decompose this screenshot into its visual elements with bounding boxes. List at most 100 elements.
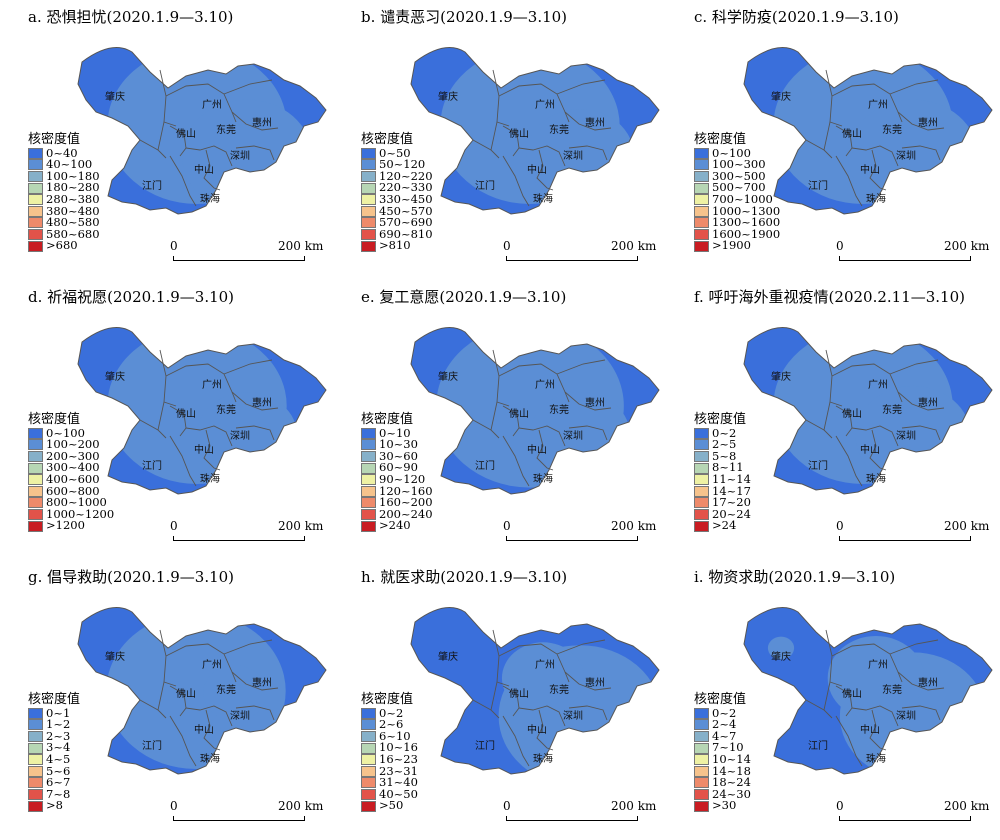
district-border	[169, 155, 197, 207]
district-border	[165, 363, 237, 403]
legend-label: 480~580	[46, 215, 100, 230]
legend-swatch	[28, 731, 43, 743]
legend-label: 6~7	[46, 775, 71, 790]
city-label-jiangmen: 江门	[808, 739, 828, 752]
scale-zero-label: 0	[170, 519, 178, 533]
legend-item: 23~31	[361, 763, 418, 778]
city-label-zhongshan: 中山	[860, 443, 880, 456]
legend-swatch	[361, 229, 376, 241]
legend-item: 0~100	[694, 147, 780, 160]
city-label-foshan: 佛山	[509, 127, 529, 140]
city-label-huizhou: 惠州	[585, 116, 605, 129]
legend-swatch	[694, 520, 709, 532]
legend-label: 0~2	[379, 705, 404, 720]
legend-label: 0~40	[46, 145, 78, 160]
district-border	[831, 643, 903, 683]
legend-label: 4~5	[46, 751, 71, 766]
panel-title: a. 恐惧担忧(2020.1.9—3.10)	[28, 8, 234, 26]
legend-title: 核密度值	[361, 412, 414, 427]
legend-swatch	[361, 497, 376, 509]
city-label-guangzhou: 广州	[535, 379, 555, 391]
legend-item: >680	[28, 240, 100, 252]
district-border	[829, 121, 843, 127]
map-panel-g: 肇庆 广州 惠州 佛山 东莞 深圳 中山 江门 珠海 g. 倡导救助(2020.1.9—3.10)…	[0, 560, 333, 840]
legend-swatch	[694, 474, 709, 486]
district-border	[496, 681, 510, 687]
scale-distance-label: 200 km	[611, 239, 657, 253]
panel-title: b. 谴责恶习(2020.1.9—3.10)	[361, 8, 568, 26]
legend-item: 4~7	[694, 730, 751, 743]
legend-label: 120~160	[379, 483, 433, 498]
legend-label: 280~380	[46, 191, 100, 206]
legend-item: 300~500	[694, 170, 780, 183]
city-label-zhongshan: 中山	[527, 443, 547, 456]
city-label-zhongshan: 中山	[527, 723, 547, 736]
scale-line	[173, 816, 305, 821]
legend-swatch	[28, 217, 43, 229]
legend-label: 690~810	[379, 226, 433, 241]
district-border	[496, 401, 510, 407]
legend-label: 16~23	[379, 751, 418, 766]
district-border	[564, 111, 612, 131]
district-border	[472, 419, 492, 431]
legend-swatch	[361, 240, 376, 252]
legend-label: 50~120	[379, 157, 426, 172]
legend-item: 14~17	[694, 485, 751, 498]
legend-label: 600~800	[46, 483, 100, 498]
legend-swatch	[694, 509, 709, 521]
legend-item: 0~50	[361, 147, 433, 160]
legend-item: 2~6	[361, 719, 418, 731]
panel-title: g. 倡导救助(2020.1.9—3.10)	[28, 568, 235, 586]
legend: 核密度值 0~1 1~2 2~3 3~4 4~5 5~6 6~7 7~8 >8	[28, 692, 81, 813]
legend-label: 200~240	[379, 506, 433, 521]
legend-title: 核密度值	[361, 692, 414, 707]
district-border	[185, 425, 233, 447]
legend-item: 6~10	[361, 728, 418, 743]
map-panel-i: 肇庆 广州 惠州 佛山 东莞 深圳 中山 江门 珠海 i. 物资求助(2020.1.9—3.10)…	[666, 560, 999, 840]
legend-item: 11~14	[694, 473, 751, 486]
legend-item: 6~7	[28, 777, 80, 789]
district-border	[829, 681, 843, 687]
legend-label: >680	[46, 238, 78, 253]
city-label-shenzhen: 深圳	[563, 710, 583, 722]
city-label-zhaoqing: 肇庆	[771, 650, 791, 663]
legend-label: 400~600	[46, 471, 100, 486]
district-border	[518, 705, 566, 727]
legend-label: >8	[46, 798, 63, 813]
region-outline	[77, 327, 327, 495]
legend-swatch	[28, 451, 43, 463]
legend-title: 核密度值	[28, 692, 81, 707]
panel-title: f. 呼吁海外重视疫情(2020.2.11—3.10)	[694, 288, 965, 306]
legend-label: 100~180	[46, 168, 100, 183]
district-border	[165, 83, 237, 123]
legend-swatch	[361, 777, 376, 789]
legend-item: 280~380	[28, 191, 100, 206]
district-border	[829, 401, 843, 407]
district-border	[556, 79, 606, 95]
city-label-jiangmen: 江门	[475, 459, 495, 472]
legend-swatch	[28, 485, 43, 497]
region-outline	[410, 607, 660, 775]
legend-label: 60~90	[379, 460, 418, 475]
legend-label: 23~31	[379, 763, 418, 778]
district-border	[185, 705, 233, 727]
city-label-dongguan: 东莞	[216, 683, 236, 696]
legend-item: 570~690	[361, 217, 433, 229]
legend-swatch	[28, 147, 43, 159]
district-border	[231, 111, 279, 131]
legend-swatch	[694, 427, 709, 439]
legend-swatch	[694, 159, 709, 171]
legend-swatch	[28, 159, 43, 171]
scale-bar: 0 200 km	[834, 799, 989, 832]
legend-swatch	[361, 485, 376, 497]
legend-label: 6~10	[379, 728, 411, 743]
legend-item: 0~2	[694, 707, 751, 720]
district-border	[163, 121, 177, 127]
city-label-zhuhai: 珠海	[866, 752, 886, 765]
city-label-dongguan: 东莞	[216, 403, 236, 416]
legend-title: 核密度值	[28, 132, 81, 147]
city-label-zhaoqing: 肇庆	[771, 90, 791, 103]
district-border	[897, 671, 945, 691]
legend-item: 60~90	[361, 462, 433, 474]
